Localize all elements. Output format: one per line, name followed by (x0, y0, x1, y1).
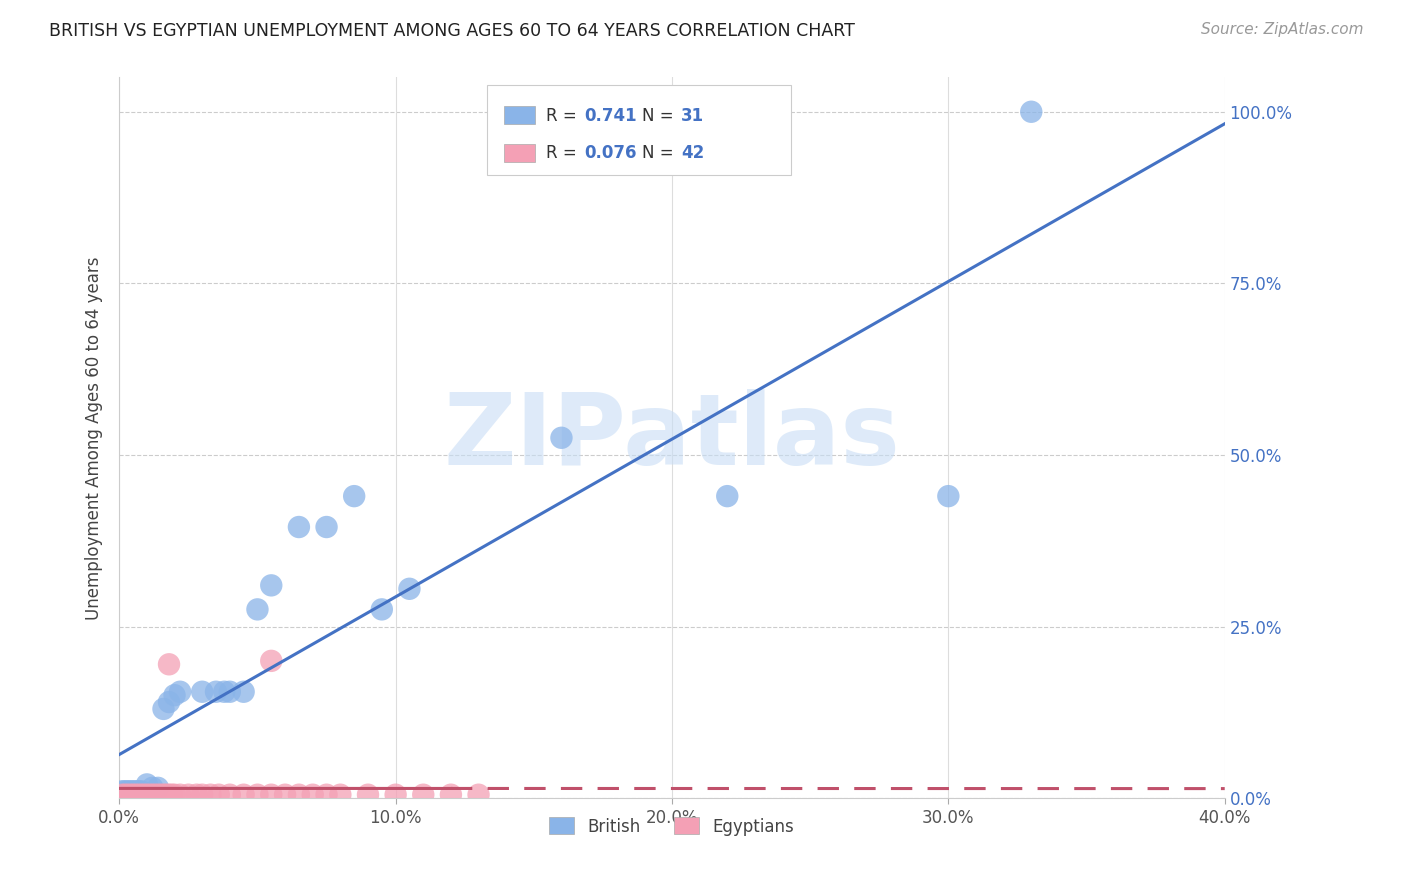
Point (214, 685, 236, 699)
Point (246, 602, 269, 616)
Point (246, 788, 269, 802)
Point (134, 788, 156, 802)
Point (114, 784, 136, 798)
Point (232, 685, 254, 699)
Text: ZIPatlas: ZIPatlas (443, 389, 900, 486)
Point (152, 702, 174, 716)
Point (114, 788, 136, 802)
Point (157, 695, 180, 709)
Point (146, 780, 169, 795)
Point (384, 788, 406, 802)
Text: 31: 31 (681, 107, 704, 125)
Point (128, 784, 150, 798)
Point (260, 578, 283, 592)
Point (160, 788, 183, 802)
Point (120, 788, 142, 802)
Point (371, 602, 394, 616)
Point (260, 654, 283, 668)
Point (163, 788, 186, 802)
Point (152, 788, 174, 802)
Point (111, 784, 134, 798)
Point (117, 788, 139, 802)
Point (155, 788, 177, 802)
Point (938, 489, 960, 503)
Point (315, 520, 337, 534)
Point (260, 788, 283, 802)
Point (343, 489, 366, 503)
Point (177, 788, 200, 802)
Point (135, 788, 157, 802)
Point (329, 788, 352, 802)
Text: Source: ZipAtlas.com: Source: ZipAtlas.com (1201, 22, 1364, 37)
FancyBboxPatch shape (503, 144, 534, 161)
Point (191, 788, 214, 802)
Point (550, 431, 572, 445)
Text: 42: 42 (681, 145, 704, 162)
Point (141, 780, 163, 795)
Point (131, 788, 153, 802)
Point (467, 788, 489, 802)
Point (186, 788, 208, 802)
Point (149, 788, 172, 802)
Point (218, 788, 240, 802)
Point (315, 788, 337, 802)
Text: R =: R = (546, 145, 582, 162)
FancyBboxPatch shape (503, 106, 534, 124)
Point (218, 685, 240, 699)
Text: BRITISH VS EGYPTIAN UNEMPLOYMENT AMONG AGES 60 TO 64 YEARS CORRELATION CHART: BRITISH VS EGYPTIAN UNEMPLOYMENT AMONG A… (49, 22, 855, 40)
Point (163, 688, 186, 702)
Point (191, 685, 214, 699)
Text: N =: N = (643, 107, 679, 125)
Point (1019, 104, 1042, 119)
Text: 0.741: 0.741 (585, 107, 637, 125)
Point (157, 788, 180, 802)
Point (716, 489, 738, 503)
Point (169, 788, 191, 802)
Point (135, 777, 157, 791)
Point (208, 788, 231, 802)
Point (440, 788, 463, 802)
Point (122, 788, 145, 802)
Point (232, 788, 254, 802)
Text: 0.076: 0.076 (585, 145, 637, 162)
FancyBboxPatch shape (488, 85, 792, 175)
Point (205, 685, 228, 699)
Point (122, 784, 145, 798)
Point (131, 784, 153, 798)
Point (412, 788, 434, 802)
Point (138, 788, 160, 802)
Point (117, 784, 139, 798)
Point (128, 788, 150, 802)
Point (200, 788, 222, 802)
Point (274, 788, 297, 802)
Text: N =: N = (643, 145, 679, 162)
Point (125, 784, 148, 798)
Point (157, 657, 180, 672)
Point (169, 685, 191, 699)
Point (111, 788, 134, 802)
Point (288, 788, 311, 802)
Point (301, 788, 323, 802)
Y-axis label: Unemployment Among Ages 60 to 64 years: Unemployment Among Ages 60 to 64 years (86, 256, 103, 620)
Point (141, 788, 163, 802)
Point (120, 784, 142, 798)
Point (288, 520, 311, 534)
Point (125, 788, 148, 802)
Point (143, 788, 166, 802)
Legend: British, Egyptians: British, Egyptians (541, 809, 803, 844)
Point (357, 788, 380, 802)
Point (398, 582, 420, 596)
Text: R =: R = (546, 107, 582, 125)
Point (146, 788, 169, 802)
